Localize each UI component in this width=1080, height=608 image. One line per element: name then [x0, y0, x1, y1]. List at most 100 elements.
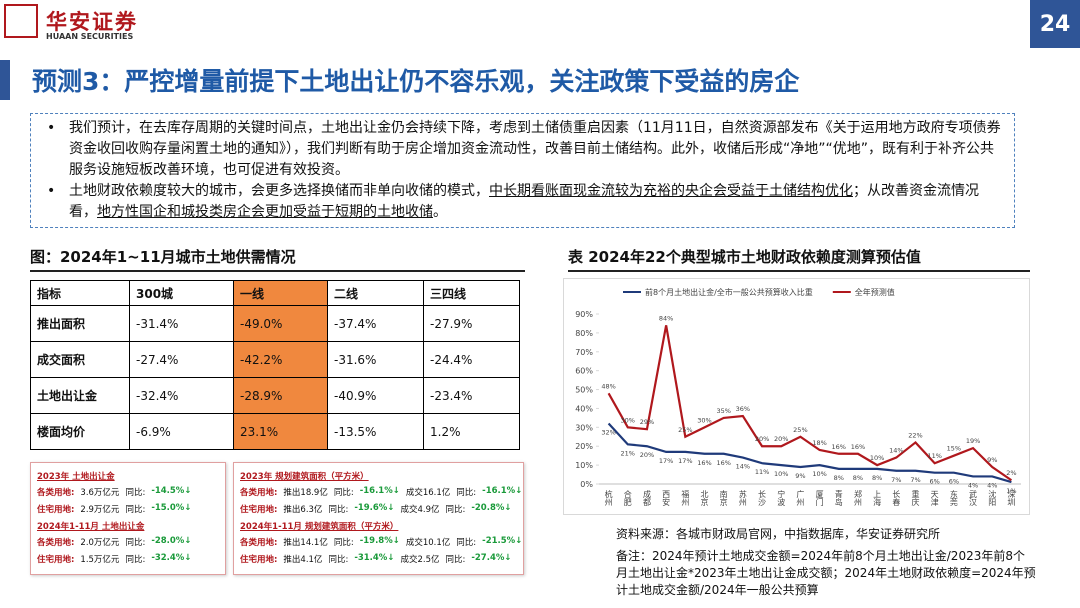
stat-item: -16.1%↓ — [482, 486, 523, 496]
x-tick-label: 厦门 — [815, 490, 824, 507]
stat-item: 成交2.5亿 — [400, 555, 440, 565]
table-row: 楼面均价 -6.9% 23.1% -13.5% 1.2% — [30, 413, 520, 450]
table-cell: 楼面均价 — [30, 413, 130, 450]
x-tick-label: 西安 — [662, 490, 671, 507]
x-tick-label: 南京 — [719, 489, 728, 507]
stat-heading: 2023年 规划建筑面积（平方米） — [240, 472, 369, 482]
table-cell: -37.4% — [327, 305, 424, 342]
data-label: 2% — [1006, 469, 1016, 477]
x-tick-label: 东莞 — [949, 489, 958, 507]
x-tick-label: 深圳 — [1007, 490, 1016, 507]
stat-item: 同比: — [328, 555, 349, 565]
data-label: 11% — [927, 452, 941, 460]
bullet-text: 土地财政依赖度较大的城市，会更多选择换储而非单向收储的模式， — [69, 183, 489, 199]
stat-heading: 2024年1-11月 土地出让金 — [37, 522, 145, 532]
x-tick-label: 长沙 — [758, 489, 767, 506]
data-label: 7% — [910, 476, 920, 484]
data-label: 25% — [678, 426, 692, 434]
x-tick-label: 成都 — [642, 489, 651, 507]
data-label: 36% — [736, 405, 750, 413]
table-cell: -40.9% — [327, 377, 424, 414]
data-label: 8% — [872, 474, 882, 482]
remark-note: 备注：2024年预计土地成交金额=2024年前8个月土地出让金/2023年前8个… — [616, 549, 1036, 597]
y-tick-label: 90% — [575, 310, 593, 319]
stat-item: 各类用地: — [240, 488, 278, 498]
data-label: 15% — [947, 445, 961, 453]
data-label: 19% — [966, 437, 980, 445]
x-tick-label: 青岛 — [834, 489, 843, 507]
data-label: 16% — [697, 459, 711, 467]
data-label: 20% — [774, 435, 788, 443]
x-tick-label: 郑州 — [853, 489, 862, 506]
data-label: 25% — [793, 426, 807, 434]
bullet-text: 我们预计，在去库存周期的关键时间点，土地出让金仍会持续下降，考虑到土储债重启因素… — [69, 120, 1001, 178]
slide-title: 预测3：严控增量前提下土地出让仍不容乐观，关注政策下受益的房企 — [32, 67, 800, 96]
data-label: 10% — [774, 470, 788, 478]
y-tick-label: 50% — [575, 386, 593, 395]
table-row: 土地出让金 -32.4% -28.9% -40.9% -23.4% — [30, 377, 520, 414]
table-cell: -31.6% — [327, 341, 424, 378]
x-tick-label: 合肥 — [623, 489, 632, 507]
stat-item: 住宅用地: — [240, 555, 278, 565]
stat-item: 推出18.9亿 — [283, 488, 328, 498]
data-label: 14% — [736, 463, 750, 471]
stat-item: -19.6%↓ — [354, 503, 395, 513]
table-cell: -32.4% — [129, 377, 234, 414]
stat-row: 各类用地: 3.6万亿元 同比: -14.5%↓ — [37, 486, 219, 498]
table-cell: -13.5% — [327, 413, 424, 450]
series-line — [607, 422, 1012, 484]
stat-item: -31.4%↓ — [354, 553, 395, 563]
data-label: 10% — [870, 454, 884, 462]
stat-row: 住宅用地: 推出6.3亿 同比: -19.6%↓ 成交4.9亿 同比: -20.8%↓ — [240, 503, 517, 515]
chart: 0% 10% 20% 30% 40% 50% 60% 70% 80% 90% 杭州 合肥 成都 西安 福州北… — [563, 278, 1030, 515]
data-label: 7% — [891, 476, 901, 484]
y-tick-label: 70% — [575, 348, 593, 357]
stat-item: -19.8%↓ — [359, 536, 400, 546]
data-table: 指标 300城 一线 二线 三四线 推出面积 -31.4% -49.0% -37.4% -27.9… — [30, 280, 520, 450]
page-number: 24 — [1030, 0, 1080, 48]
data-label: 18% — [812, 439, 826, 447]
stat-item: 推出4.1亿 — [283, 555, 323, 565]
data-label: 8% — [853, 474, 863, 482]
table-cell: -23.4% — [423, 377, 520, 414]
stat-heading: 2024年1-11月 规划建筑面积（平方米） — [240, 522, 399, 532]
x-tick-label: 天津 — [930, 490, 939, 507]
chart-border — [563, 278, 1030, 515]
header-cell: 三四线 — [423, 280, 520, 306]
data-label: 11% — [755, 468, 769, 476]
stat-item: 推出6.3亿 — [283, 505, 323, 515]
stat-box: 2023年 土地出让金 各类用地: 3.6万亿元 同比: -14.5%↓ 住宅用地: 2.9… — [30, 462, 226, 575]
stat-item: -20.8%↓ — [471, 503, 512, 513]
x-tick-label: 长春 — [892, 489, 901, 506]
data-label: 4% — [987, 481, 997, 489]
y-tick-label: 0% — [580, 480, 593, 489]
table-cell: 推出面积 — [30, 305, 130, 342]
data-label: 1% — [1006, 487, 1016, 495]
bullet: 我们预计，在去库存周期的关键时间点，土地出让金仍会持续下降，考虑到土储债重启因素… — [45, 118, 1004, 181]
header-cell: 二线 — [327, 280, 424, 306]
title-bar — [0, 60, 10, 100]
y-tick-label: 80% — [575, 329, 593, 338]
table-cell: 1.2% — [423, 413, 520, 450]
table-cell: 土地出让金 — [30, 377, 130, 414]
x-tick-label: 福州 — [681, 490, 690, 506]
stat-item: 各类用地: — [240, 538, 278, 548]
table-cell: -42.2% — [233, 341, 328, 378]
table-row: 成交面积 -27.4% -42.2% -31.6% -24.4% — [30, 341, 520, 378]
section-heading: 表 2024年22个典型城市土地财政依赖度测算预估值 — [568, 248, 921, 266]
data-label: 17% — [678, 457, 692, 465]
data-label: 17% — [659, 457, 673, 465]
header-cell: 一线 — [233, 280, 328, 306]
legend-label: 前8个月土地出让金/全市一般公共预算收入比重 — [645, 287, 813, 297]
stat-item: 同比: — [125, 555, 146, 565]
table-row: 推出面积 -31.4% -49.0% -37.4% -27.9% — [30, 305, 520, 342]
stat-item: -21.5%↓ — [482, 536, 523, 546]
bullet-text: 。 — [433, 204, 447, 220]
x-tick-label: 宁波 — [777, 489, 786, 507]
logo-icon — [4, 4, 38, 38]
stat-item: 各类用地: — [37, 538, 75, 548]
table-cell: 23.1% — [233, 413, 328, 450]
y-tick-label: 10% — [575, 461, 593, 470]
stat-row: 住宅用地: 推出4.1亿 同比: -31.4%↓ 成交2.5亿 同比: -27.4%↓ — [240, 553, 517, 565]
